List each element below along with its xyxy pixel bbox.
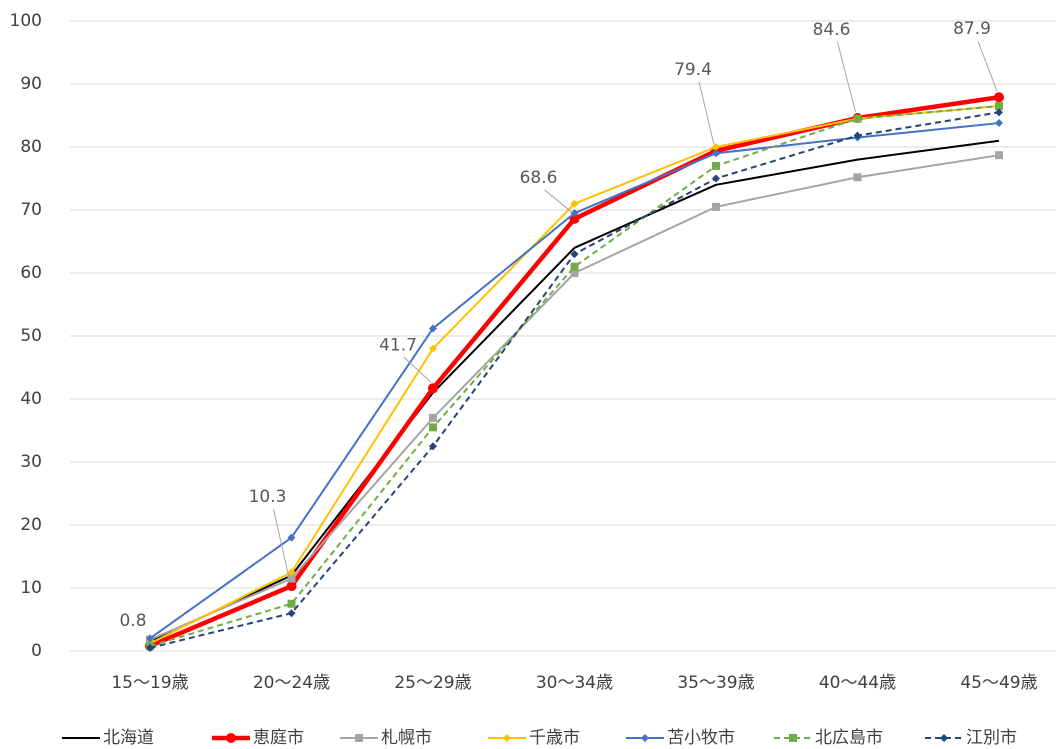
marker bbox=[226, 733, 236, 743]
marker bbox=[940, 734, 948, 742]
marker bbox=[287, 574, 296, 583]
data-label: 41.7 bbox=[379, 335, 417, 355]
leader-line bbox=[698, 81, 715, 145]
y-tick-label: 10 bbox=[20, 578, 42, 598]
data-label: 10.3 bbox=[249, 487, 287, 507]
legend-label: 札幌市 bbox=[381, 728, 432, 748]
series-line bbox=[149, 105, 1000, 645]
series bbox=[146, 119, 1003, 643]
series bbox=[146, 102, 1003, 650]
leader-line bbox=[837, 41, 856, 113]
series-line bbox=[149, 154, 1000, 641]
series bbox=[146, 102, 1003, 648]
x-tick-label: 40〜44歳 bbox=[819, 673, 896, 693]
marker bbox=[712, 143, 720, 151]
x-tick-label: 35〜39歳 bbox=[677, 673, 754, 693]
data-label: 68.6 bbox=[520, 168, 558, 188]
marker bbox=[994, 92, 1004, 103]
y-tick-label: 40 bbox=[20, 389, 42, 409]
legend-label: 江別市 bbox=[966, 728, 1017, 748]
legend-label: 苫小牧市 bbox=[667, 728, 735, 748]
data-label: 79.4 bbox=[674, 60, 712, 80]
marker bbox=[641, 734, 649, 742]
series-line bbox=[149, 111, 1000, 649]
marker bbox=[853, 173, 862, 182]
marker bbox=[995, 108, 1003, 117]
marker bbox=[429, 324, 437, 333]
x-tick-label: 15〜19歳 bbox=[111, 673, 188, 693]
marker bbox=[429, 442, 437, 451]
marker bbox=[287, 568, 296, 577]
series bbox=[146, 151, 1003, 644]
marker bbox=[429, 413, 437, 422]
legend-label: 北広島市 bbox=[815, 728, 883, 748]
marker bbox=[995, 102, 1003, 111]
y-tick-label: 20 bbox=[20, 515, 42, 535]
marker bbox=[853, 114, 862, 123]
y-tick-label: 50 bbox=[20, 326, 42, 346]
series bbox=[146, 108, 1003, 652]
y-tick-label: 60 bbox=[20, 263, 42, 283]
marker bbox=[429, 423, 437, 432]
x-tick-label: 20〜24歳 bbox=[253, 673, 330, 693]
series-line bbox=[149, 95, 1000, 649]
leader-line bbox=[544, 189, 573, 214]
legend-label: 北海道 bbox=[103, 728, 154, 748]
marker bbox=[287, 609, 296, 618]
marker bbox=[570, 199, 579, 208]
marker bbox=[570, 269, 579, 277]
x-tick-label: 25〜29歳 bbox=[394, 673, 471, 693]
data-label: 0.8 bbox=[119, 611, 146, 631]
y-tick-label: 90 bbox=[20, 74, 42, 94]
marker bbox=[429, 344, 437, 353]
legend-label: 千歳市 bbox=[529, 728, 580, 748]
marker bbox=[355, 734, 363, 742]
x-tick-label: 30〜34歳 bbox=[536, 673, 613, 693]
y-tick-label: 100 bbox=[10, 11, 42, 31]
marker bbox=[570, 209, 579, 218]
x-tick-label: 45〜49歳 bbox=[960, 673, 1037, 693]
marker bbox=[712, 174, 720, 183]
series bbox=[145, 92, 1004, 651]
legend-label: 恵庭市 bbox=[253, 728, 304, 748]
marker bbox=[287, 533, 296, 542]
marker bbox=[503, 734, 511, 742]
series-line bbox=[149, 105, 1000, 647]
marker bbox=[146, 643, 154, 652]
data-label: 84.6 bbox=[813, 20, 851, 40]
marker bbox=[570, 262, 579, 271]
data-label: 87.9 bbox=[953, 19, 991, 39]
leader-line bbox=[403, 356, 432, 383]
marker bbox=[286, 581, 297, 592]
y-tick-label: 70 bbox=[20, 200, 42, 220]
y-tick-label: 0 bbox=[31, 641, 42, 661]
marker bbox=[995, 119, 1003, 128]
marker bbox=[570, 250, 579, 259]
leader-line bbox=[977, 41, 998, 92]
marker bbox=[712, 149, 720, 158]
leader-line bbox=[273, 509, 290, 581]
marker bbox=[789, 734, 797, 742]
marker bbox=[853, 131, 862, 140]
marker bbox=[712, 202, 720, 211]
marker bbox=[146, 634, 154, 643]
marker bbox=[428, 383, 438, 394]
y-tick-label: 30 bbox=[20, 452, 42, 472]
marker bbox=[712, 161, 720, 170]
marker bbox=[995, 151, 1003, 160]
y-tick-label: 80 bbox=[20, 137, 42, 157]
marker bbox=[287, 599, 296, 608]
